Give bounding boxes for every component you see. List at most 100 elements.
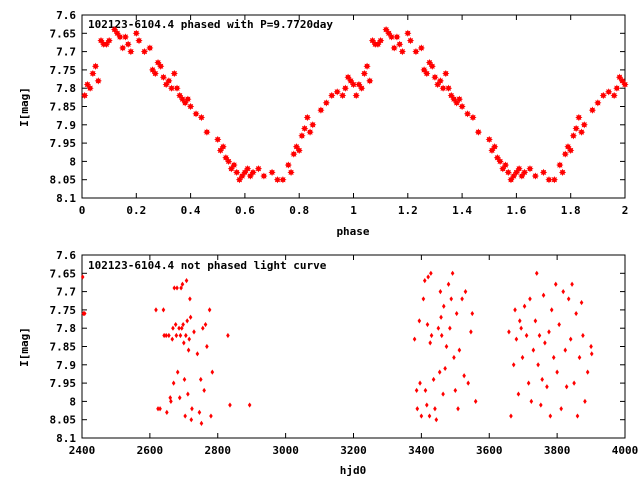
data-point: [436, 325, 441, 331]
data-point: [188, 314, 193, 320]
data-point: [182, 340, 186, 346]
data-point: [290, 150, 298, 158]
data-point: [491, 143, 499, 151]
y-tick-label: 7.8: [56, 322, 76, 335]
data-point: [187, 102, 195, 111]
data-point: [322, 99, 330, 107]
data-point: [287, 168, 295, 176]
data-point: [366, 77, 374, 85]
data-point: [205, 343, 209, 350]
ticks: 0 0.2 0.4 0.6 0.8 1 1.2 1.4 1.6 1.8 2 7.6 7.65 7.7 7.7…: [50, 9, 629, 217]
data-point: [458, 102, 466, 111]
data-point: [425, 321, 430, 328]
x-tick-label: 0.2: [126, 204, 146, 217]
data-point: [522, 303, 527, 309]
data-point: [185, 318, 190, 324]
data-point: [540, 376, 544, 383]
data-point: [195, 351, 200, 357]
x-tick-label: 3400: [408, 444, 435, 457]
data-point: [456, 406, 460, 412]
data-point: [226, 332, 230, 339]
data-point: [184, 95, 192, 103]
data-point: [452, 354, 456, 361]
data-point: [572, 380, 576, 386]
data-point: [561, 150, 569, 158]
data-point: [588, 106, 597, 114]
x-tick-label: 3600: [476, 444, 503, 457]
data-point: [225, 157, 233, 165]
data-point: [470, 310, 475, 317]
data-point: [466, 380, 471, 386]
data-point: [171, 380, 176, 386]
data-point: [146, 44, 154, 52]
data-point: [428, 62, 436, 70]
data-point: [513, 307, 517, 313]
data-point: [536, 362, 540, 368]
data-point: [169, 398, 173, 404]
x-tick-label: 0.8: [289, 204, 309, 217]
data-point: [443, 365, 447, 372]
data-point: [179, 285, 183, 291]
data-point: [116, 33, 124, 41]
data-point: [589, 343, 593, 350]
data-point: [449, 296, 454, 302]
x-tick-label: 0: [79, 204, 86, 217]
data-point: [462, 373, 466, 379]
data-point: [170, 69, 178, 78]
data-point: [555, 369, 559, 375]
data-point: [404, 29, 412, 37]
data-point: [613, 84, 621, 92]
data-point: [203, 321, 208, 328]
data-point: [377, 37, 385, 45]
data-point: [417, 44, 425, 52]
data-point: [559, 406, 563, 412]
data-point: [284, 161, 292, 169]
data-point: [199, 420, 204, 426]
y-tick-label: 7.9: [56, 119, 76, 132]
data-point: [439, 84, 447, 92]
data-point: [230, 161, 238, 169]
data-point: [273, 176, 282, 184]
y-tick-label: 8: [69, 395, 76, 408]
data-point: [474, 128, 482, 136]
data-point: [247, 402, 252, 408]
data-point: [387, 33, 396, 41]
data-point: [501, 161, 510, 169]
data-point: [183, 413, 187, 419]
data-point: [161, 307, 166, 313]
y-tick-label: 7.95: [50, 377, 77, 390]
data-point: [164, 332, 168, 339]
data-point: [541, 292, 546, 298]
data-point: [181, 321, 185, 328]
x-tick-label: 2800: [205, 444, 232, 457]
data-point: [333, 88, 341, 96]
data-point: [539, 402, 543, 408]
data-point: [82, 310, 87, 317]
data-point: [621, 80, 629, 89]
data-point: [301, 124, 309, 133]
data-point: [553, 281, 558, 287]
data-point: [511, 362, 516, 368]
y-tick-label: 7.7: [56, 286, 76, 299]
data-point: [575, 413, 580, 419]
data-point: [431, 73, 439, 81]
data-point: [605, 88, 613, 96]
phased-light-curve-plot: 102123-6104.4 phased with P=9.7720day ph…: [18, 9, 629, 238]
data-point: [168, 395, 173, 401]
x-tick-label: 2: [622, 204, 629, 217]
data-point: [414, 387, 419, 394]
data-point: [454, 310, 459, 317]
data-point: [179, 325, 184, 331]
y-tick-label: 7.85: [50, 341, 77, 354]
data-point: [589, 351, 594, 357]
data-point: [210, 369, 215, 375]
data-point: [520, 354, 525, 361]
x-tick-label: 2400: [69, 444, 96, 457]
data-point: [429, 270, 433, 276]
data-point: [94, 77, 102, 85]
data-point: [91, 62, 100, 70]
x-tick-label: 2600: [137, 444, 164, 457]
y-tick-label: 8: [69, 155, 76, 168]
data-point: [162, 332, 166, 339]
